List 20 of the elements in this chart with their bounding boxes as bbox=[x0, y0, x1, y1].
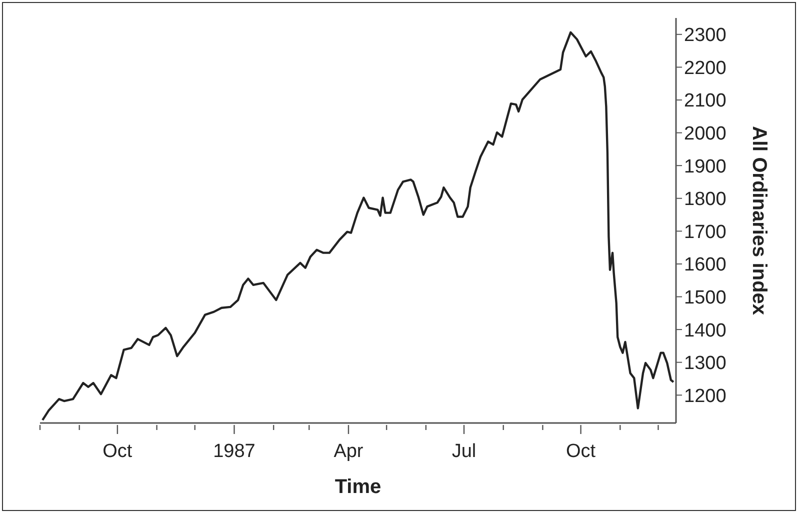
y-tick-label: 1900 bbox=[684, 156, 726, 178]
x-tick-label: Oct bbox=[566, 441, 596, 462]
y-tick-label: 1300 bbox=[684, 353, 726, 374]
x-tick-label: Oct bbox=[102, 441, 133, 462]
y-axis-title: All Ordinaries index bbox=[748, 126, 770, 315]
y-tick-label: 2000 bbox=[684, 124, 726, 145]
y-tick-label: 1500 bbox=[684, 287, 726, 308]
y-tick-label: 2300 bbox=[684, 25, 726, 46]
y-tick-label: 1800 bbox=[684, 189, 726, 210]
line-series bbox=[41, 31, 675, 422]
y-tick-label: 1200 bbox=[684, 386, 726, 407]
y-tick-label: 1400 bbox=[684, 320, 726, 342]
y-tick-label: 2200 bbox=[684, 58, 726, 79]
y-tick-label: 2100 bbox=[684, 90, 726, 112]
x-axis-title: Time bbox=[334, 476, 382, 498]
y-tick-label: 1600 bbox=[684, 254, 726, 276]
x-tick-label: 1987 bbox=[213, 441, 256, 462]
x-tick-label: Apr bbox=[334, 441, 364, 462]
x-tick-label: Jul bbox=[452, 441, 476, 462]
y-tick-label: 1700 bbox=[684, 222, 726, 243]
